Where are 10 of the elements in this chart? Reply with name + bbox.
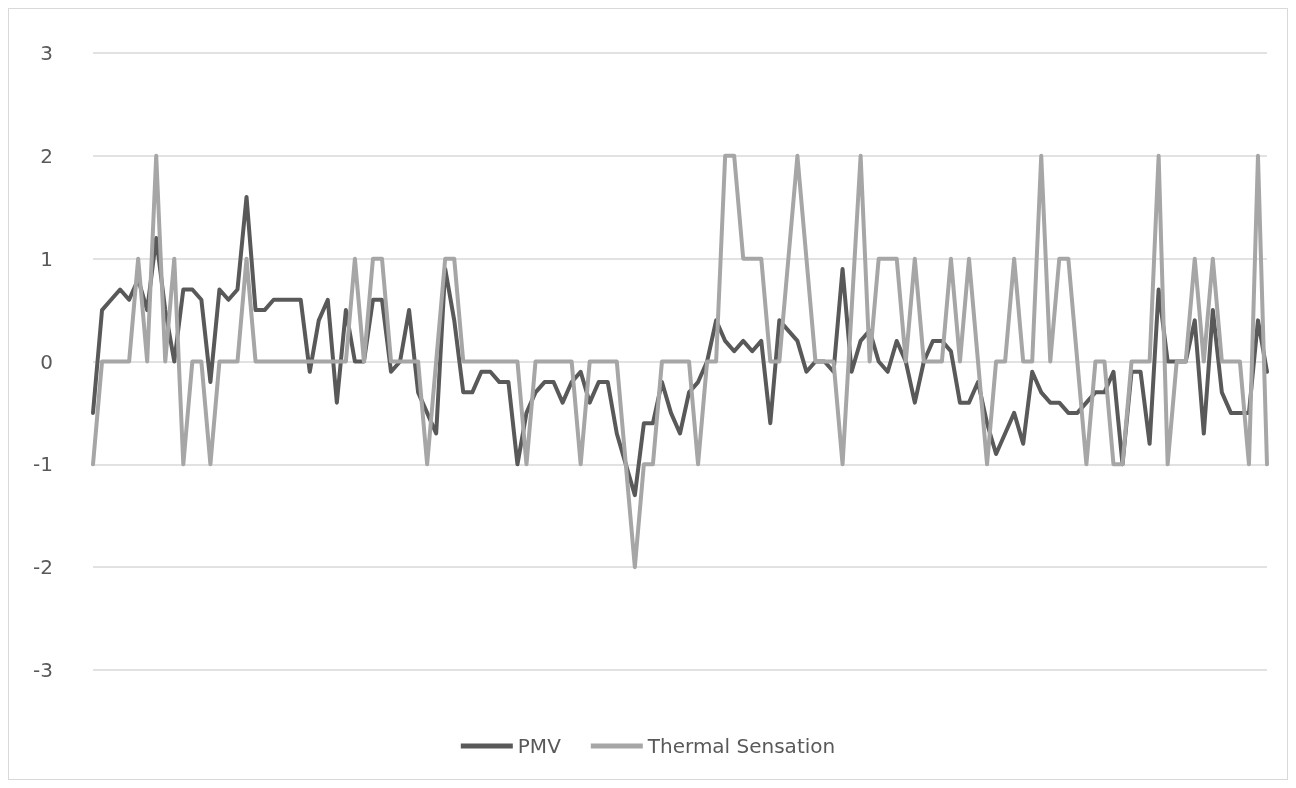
y-tick-label: -2: [33, 555, 53, 580]
y-tick-label: 2: [40, 143, 53, 168]
legend-label: Thermal Sensation: [646, 734, 836, 758]
legend-label: PMV: [517, 734, 562, 758]
y-tick-label: -3: [33, 658, 53, 682]
line-series: [91, 153, 1269, 570]
y-tick-label: 0: [40, 349, 53, 374]
y-tick-label: 1: [40, 246, 53, 271]
y-tick-label: 3: [40, 41, 53, 65]
y-tick-label: -1: [33, 452, 53, 477]
